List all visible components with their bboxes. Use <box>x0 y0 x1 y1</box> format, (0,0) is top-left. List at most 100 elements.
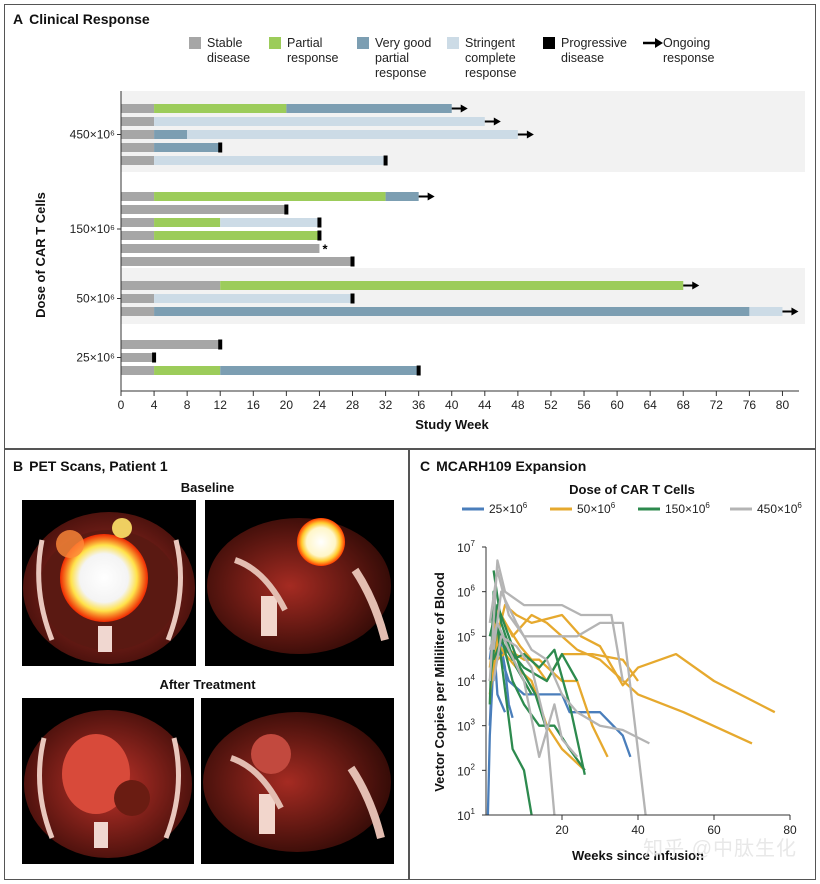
x-tick-label: 48 <box>511 398 525 412</box>
bar-segment <box>154 218 221 227</box>
pet-baseline-chest-image <box>23 512 195 664</box>
progression-marker <box>218 142 223 153</box>
bar-segment <box>154 143 221 152</box>
legend-label: Stringent complete response <box>465 36 516 80</box>
x-tick-label: 8 <box>184 398 191 412</box>
x-tick-label: 56 <box>577 398 591 412</box>
x-tick-label: 60 <box>610 398 624 412</box>
x-tick-label: 4 <box>151 398 158 412</box>
dose-tick-label: 150×10⁶ <box>70 222 115 236</box>
legend-label: 25×106 <box>489 501 528 516</box>
watermark: 知乎 @中肽生化 <box>643 838 797 860</box>
series-line <box>488 590 533 816</box>
bar-segment <box>154 366 221 375</box>
x-axis-label: Study Week <box>415 417 489 432</box>
series-line <box>488 621 579 759</box>
x-tick-label: 12 <box>214 398 228 412</box>
bar-segment <box>154 156 386 165</box>
panel-c-title-text: MCARH109 Expansion <box>436 458 587 474</box>
legend-swatch <box>189 37 201 49</box>
panel-a-title-text: Clinical Response <box>29 11 150 27</box>
progression-marker <box>317 217 322 228</box>
x-tick-label: 64 <box>643 398 657 412</box>
x-tick-label: 80 <box>783 823 797 837</box>
x-tick-label: 40 <box>445 398 459 412</box>
bar-segment <box>385 192 419 201</box>
progression-marker <box>317 230 322 241</box>
bar-segment <box>121 130 155 139</box>
dose-tick-label: 25×10⁶ <box>76 351 115 365</box>
bar-segment <box>220 281 684 290</box>
bar-segment <box>154 104 287 113</box>
panel-a-title: A Clinical Response <box>13 11 150 27</box>
pet-baseline-neck-image <box>207 518 391 654</box>
bar-segment <box>121 231 155 240</box>
legend-label: Very good partial response <box>375 36 431 80</box>
y-axis-label: Vector Copies per Milliliter of Blood <box>432 572 447 792</box>
pet-after-neck <box>201 698 394 864</box>
progression-marker <box>350 293 355 304</box>
progression-marker <box>383 155 388 166</box>
legend-label: Ongoing response <box>663 36 714 65</box>
series-line <box>492 639 586 775</box>
bar-segment <box>121 281 221 290</box>
y-tick-label: 105 <box>457 628 475 644</box>
x-tick-label: 0 <box>118 398 125 412</box>
pet-after-neck-image <box>203 712 391 852</box>
progression-marker <box>218 339 223 350</box>
panel-a: A Clinical Response Stable disease Partial r… <box>4 4 816 449</box>
ongoing-arrow-head <box>791 307 799 316</box>
x-tick-label: 32 <box>379 398 393 412</box>
panel-c-title: C MCARH109 Expansion <box>420 458 586 474</box>
pet-baseline-chest <box>22 500 196 666</box>
bar-segment <box>121 340 221 349</box>
panel-b-title-text: PET Scans, Patient 1 <box>29 458 168 474</box>
x-tick-label: 28 <box>346 398 360 412</box>
x-tick-label: 16 <box>247 398 261 412</box>
bar-segment <box>121 244 320 253</box>
series-line <box>492 635 556 816</box>
ongoing-arrow-head <box>526 130 534 139</box>
bar-segment <box>154 307 750 316</box>
bar-segment <box>121 143 155 152</box>
y-axis-label: Dose of CAR T Cells <box>33 192 48 318</box>
legend-label: 150×106 <box>665 501 710 516</box>
x-tick-label: 20 <box>555 823 569 837</box>
x-tick-label: 40 <box>631 823 645 837</box>
panel-b-title: B PET Scans, Patient 1 <box>13 458 168 474</box>
y-tick-label: 104 <box>457 673 475 689</box>
x-tick-label: 36 <box>412 398 426 412</box>
x-tick-label: 52 <box>544 398 558 412</box>
bar-segment <box>121 104 155 113</box>
bar-segment <box>121 218 155 227</box>
y-tick-label: 106 <box>457 584 475 600</box>
legend-label: Partial response <box>287 36 338 65</box>
y-tick-label: 103 <box>457 718 475 734</box>
bar-segment <box>121 366 155 375</box>
bar-segment <box>187 130 518 139</box>
bar-segment <box>154 192 386 201</box>
pet-after-chest <box>22 698 194 864</box>
bar-segment <box>220 366 419 375</box>
series-line <box>488 603 548 731</box>
legend-swatch <box>447 37 459 49</box>
y-tick-label: 102 <box>457 762 475 778</box>
panel-c: C MCARH109 Expansion Dose of CAR T Cells 2… <box>409 449 816 880</box>
x-axis-label: Weeks since Infusion <box>572 848 704 863</box>
progression-marker <box>284 204 289 215</box>
bar-segment <box>749 307 783 316</box>
pet-after-chest-image <box>24 710 192 858</box>
y-tick-label: 107 <box>457 539 475 555</box>
x-tick-label: 20 <box>280 398 294 412</box>
ongoing-arrow-head <box>427 192 435 201</box>
legend-label: Stable disease <box>207 36 250 65</box>
series-line <box>488 603 776 714</box>
x-tick-label: 24 <box>313 398 327 412</box>
x-tick-label: 68 <box>677 398 691 412</box>
bar-segment <box>121 294 155 303</box>
legend-swatch <box>357 37 369 49</box>
progression-marker <box>152 352 157 363</box>
bar-segment <box>220 218 320 227</box>
bar-segment <box>121 156 155 165</box>
